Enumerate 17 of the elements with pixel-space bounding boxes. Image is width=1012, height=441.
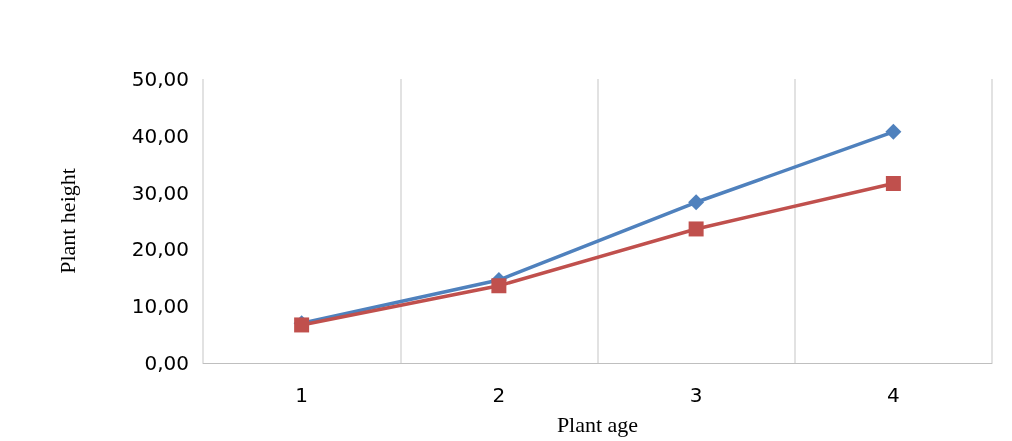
x-tick-label: 3 [689, 383, 703, 407]
y-tick-label: 10,00 [131, 294, 189, 319]
x-tick-label: 2 [492, 383, 506, 407]
point [885, 123, 902, 140]
y-tick-label: 0,00 [144, 351, 189, 375]
point [885, 176, 901, 192]
y-axis-title: Plant height [54, 168, 80, 274]
y-tick-label: 20,00 [131, 237, 189, 262]
x-tick-label: 4 [887, 383, 900, 407]
x-axis-title: Plant age [556, 411, 639, 437]
point [688, 194, 705, 211]
y-tick-label: 50,00 [131, 67, 189, 91]
point [491, 278, 507, 294]
y-tick-label: 30,00 [131, 180, 189, 205]
x-tick-label: 1 [295, 383, 308, 407]
point [688, 221, 704, 237]
y-tick-label: 40,00 [131, 123, 189, 148]
